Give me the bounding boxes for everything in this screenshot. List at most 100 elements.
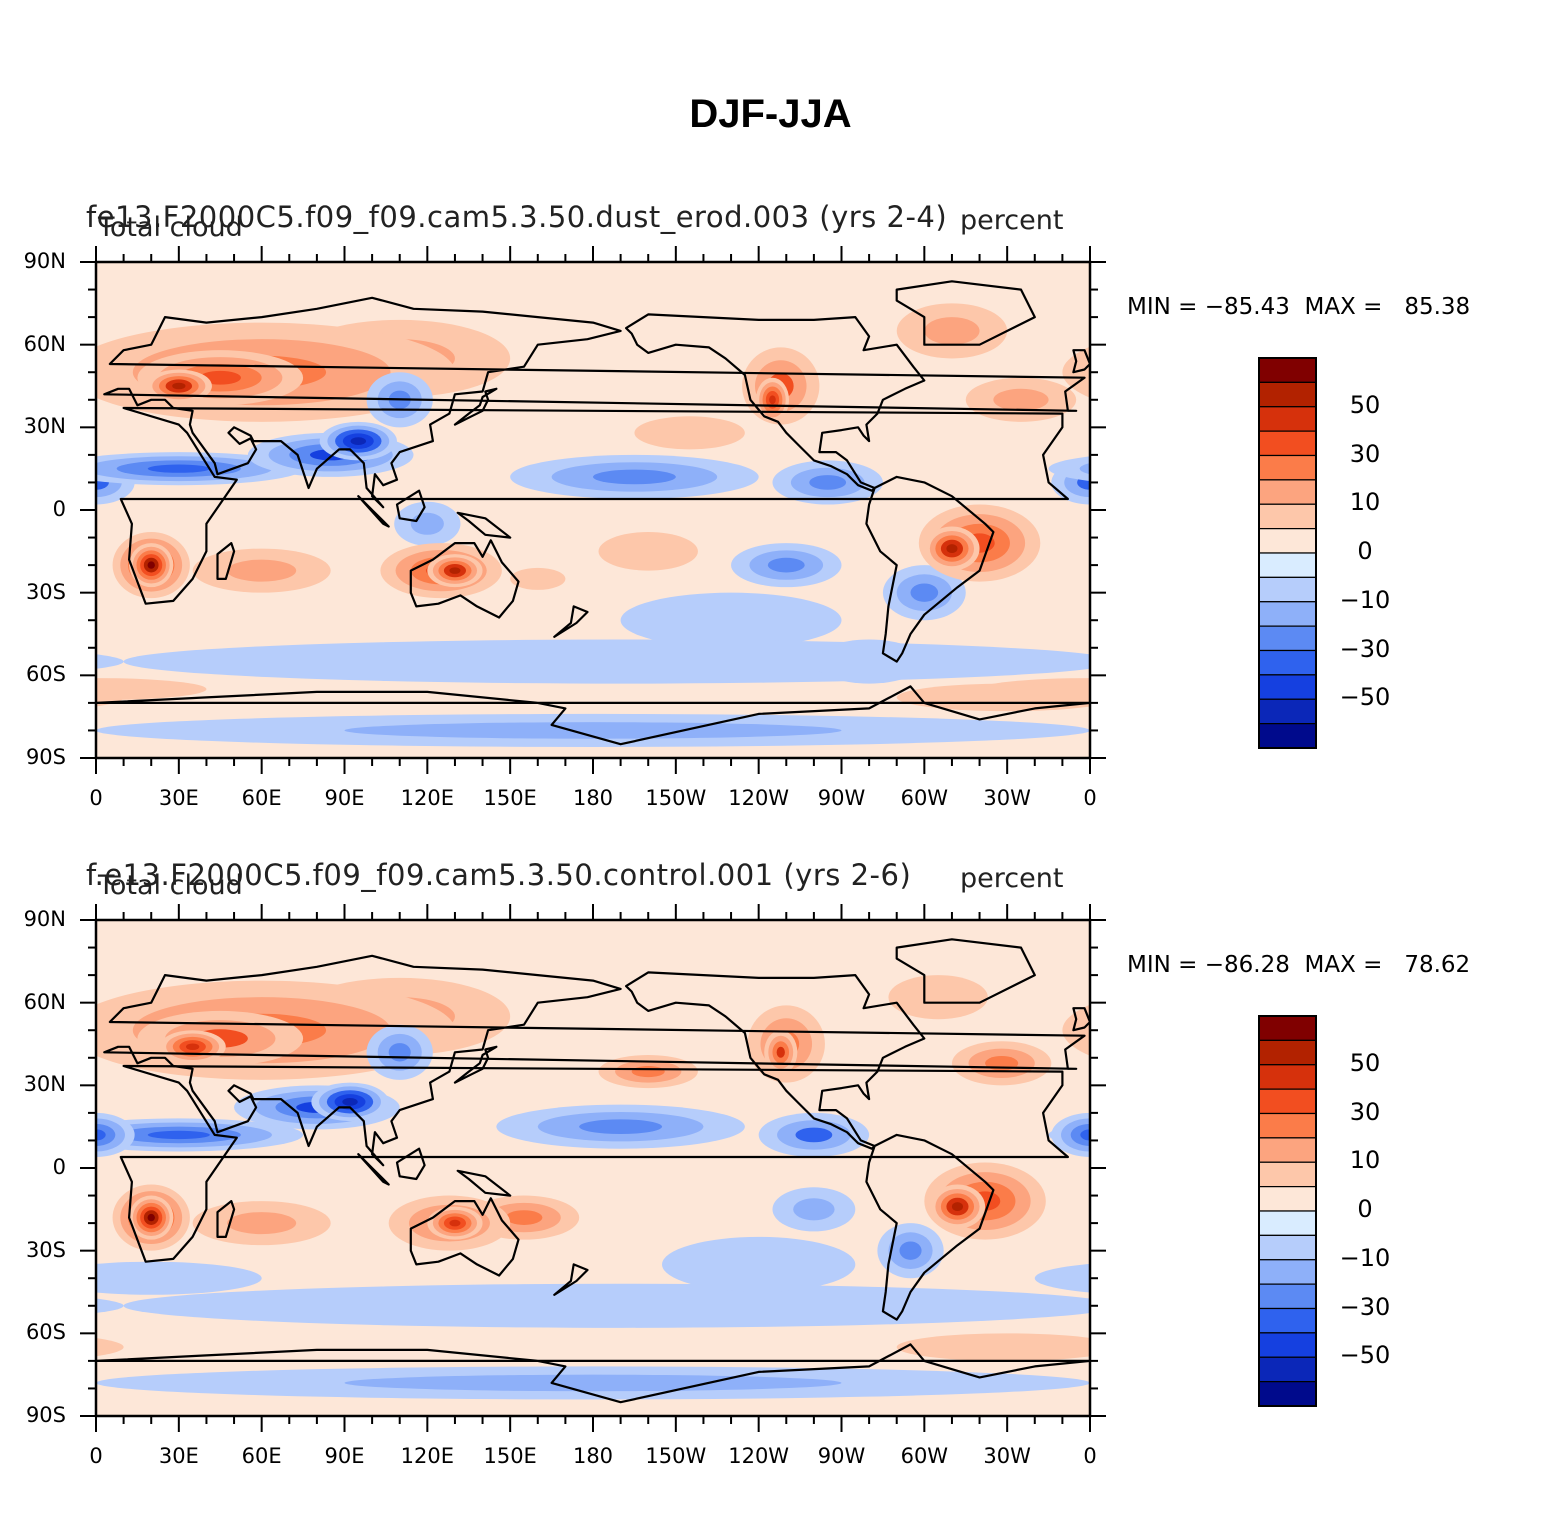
colorbar-swatch — [1258, 601, 1317, 627]
colorbar-label: 0 — [1357, 537, 1373, 565]
field-contour — [1080, 1129, 1090, 1141]
field-contour — [1339, 339, 1449, 378]
field-contour — [96, 654, 124, 669]
colorbar-label: 30 — [1349, 439, 1381, 468]
field-contour — [0, 1366, 96, 1399]
lat-label: 90S — [25, 1403, 66, 1427]
coastline — [895, 280, 1036, 346]
coastline — [216, 542, 236, 580]
field-contour — [0, 303, 13, 358]
field-contour — [1180, 1043, 1193, 1050]
field-contour — [1443, 1220, 1454, 1227]
field-contour — [1123, 543, 1167, 587]
coastline — [865, 475, 995, 663]
map-plot — [0, 246, 1541, 774]
colorbar-swatch — [1258, 528, 1317, 554]
field-contour — [1504, 568, 1541, 590]
field-contour — [172, 382, 186, 390]
units-label: percent — [960, 863, 1064, 894]
coastline — [103, 954, 1086, 1167]
field-contour — [1432, 561, 1465, 581]
field-contour — [1194, 371, 1235, 385]
colorbar-frame — [1258, 357, 1317, 749]
field-contour — [993, 388, 1049, 411]
field-contour — [924, 317, 980, 345]
lat-label: 90N — [23, 249, 66, 273]
lat-label: 0 — [52, 1155, 66, 1179]
ticks — [80, 904, 1106, 1432]
colorbar-swatch — [1258, 1259, 1317, 1285]
colorbar-swatch — [1258, 430, 1317, 457]
coastline — [409, 1197, 520, 1277]
coastline — [456, 1169, 512, 1197]
field-contour — [123, 1283, 1090, 1328]
colorbar-label: −10 — [1339, 585, 1391, 614]
field-contour — [634, 416, 745, 450]
colorbar-label: 0 — [1357, 1195, 1373, 1223]
field-contour — [951, 1202, 963, 1211]
min-value: MIN = −85.43 — [1127, 294, 1290, 320]
field-contour — [410, 512, 444, 535]
main-title: DJF-JJA — [689, 92, 852, 136]
lon-label: 90W — [817, 786, 866, 810]
field-contour — [0, 1162, 52, 1239]
field-contour — [1500, 1210, 1537, 1225]
field-contour — [1130, 550, 1159, 579]
lon-label: 30E — [158, 786, 199, 810]
field-contour — [910, 583, 939, 602]
coastlines — [96, 938, 1090, 1404]
colorbar-swatch — [1258, 1039, 1317, 1066]
lon-label: 30W — [983, 786, 1031, 810]
field-contour — [888, 975, 988, 1020]
colorbar-swatch — [1258, 1161, 1317, 1188]
field-contour — [1403, 1205, 1484, 1242]
field-contour — [1427, 1210, 1471, 1236]
field-contour — [147, 1130, 210, 1140]
lat-label: 30N — [23, 414, 66, 439]
field-contour — [1146, 373, 1199, 399]
field-contour — [1159, 1020, 1269, 1057]
lon-label: 150W — [645, 1444, 707, 1468]
field-contour — [579, 1119, 663, 1135]
field-contour — [813, 639, 925, 684]
field-contour — [1477, 557, 1541, 601]
colorbar-swatch — [1258, 1283, 1317, 1310]
field-contour — [1127, 1199, 1164, 1236]
field-contour — [1154, 1030, 1220, 1063]
map-plot — [0, 904, 1537, 1432]
field-contour — [147, 561, 155, 569]
coastline — [553, 1263, 589, 1296]
lon-label: 180 — [572, 1444, 614, 1468]
field-contour — [1114, 539, 1176, 592]
field-contour — [767, 557, 805, 573]
colorbar-swatch — [1258, 552, 1317, 578]
field-contour — [1122, 545, 1168, 585]
colorbar-label: −30 — [1339, 1292, 1391, 1321]
ticks — [80, 246, 1106, 774]
field-contour — [344, 722, 842, 739]
field-contour — [896, 683, 1090, 712]
field-contour — [1122, 1198, 1168, 1238]
lat-label: 90S — [25, 745, 66, 769]
field-contour — [776, 1046, 785, 1058]
field-contour — [1130, 552, 1161, 578]
field-contour — [350, 437, 367, 445]
colorbar-swatch — [1258, 576, 1317, 603]
colorbar-swatch — [1258, 1234, 1317, 1261]
field-contour — [1438, 1216, 1460, 1229]
max-value: MAX = 85.38 — [1304, 294, 1471, 320]
field-contour — [1160, 1034, 1213, 1060]
coastline — [357, 1153, 390, 1186]
colorbar-swatch — [1258, 1112, 1317, 1139]
colorbar-swatch — [1258, 381, 1317, 408]
lon-label: 120E — [400, 786, 454, 810]
field-contour — [0, 389, 55, 411]
field-contour — [147, 464, 210, 473]
field-contour — [598, 532, 698, 571]
colorbar-swatch — [1258, 479, 1317, 505]
field-contour — [123, 639, 1090, 684]
lon-label: 0 — [89, 1444, 103, 1468]
lon-label: 120W — [728, 786, 790, 810]
field-contour — [1079, 462, 1090, 475]
field-contour — [1173, 1040, 1200, 1053]
